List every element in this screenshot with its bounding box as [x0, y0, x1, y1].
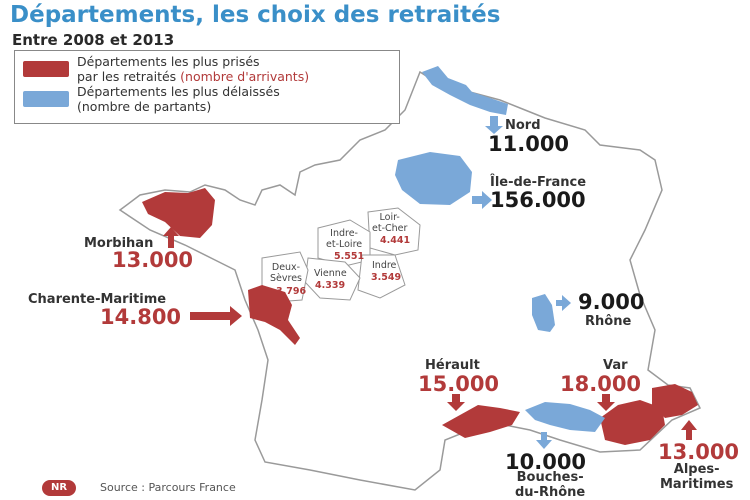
region-ile-de-france	[395, 152, 472, 205]
value-indre-et-loire: 5.551	[334, 251, 365, 262]
label-lc-line2: et-Cher	[372, 223, 408, 234]
arrow-morbihan	[163, 227, 179, 248]
label-vienne: Vienne	[314, 268, 347, 279]
blue-arrows	[472, 116, 571, 449]
legend-arrivals-text: Départements les plus prisés par les ret…	[77, 54, 309, 84]
label-indre-et-loire: Indre- et-Loire	[326, 228, 362, 250]
label-herault: Hérault	[425, 358, 480, 373]
label-bdr-line2: du-Rhône	[515, 485, 586, 500]
label-il-line2: et-Loire	[326, 239, 363, 250]
legend-swatch-departures	[23, 91, 69, 107]
value-alpes-maritimes: 13.000	[658, 440, 740, 464]
source-note: Source : Parcours France	[100, 481, 236, 494]
arrow-nord	[485, 116, 503, 134]
label-am-line2: Maritimes	[660, 477, 734, 492]
label-charente-maritime: Charente-Maritime	[28, 292, 167, 307]
value-loir-et-cher: 4.441	[380, 235, 411, 246]
value-herault: 15.000	[418, 372, 500, 396]
legend-departures-line2: (nombre de partants)	[77, 99, 212, 114]
arrow-bouches-du-rhone	[536, 432, 552, 449]
legend-arrivals-highlight: (nombre d'arrivants)	[180, 69, 310, 84]
label-rhone: Rhône	[585, 314, 632, 329]
france-outline	[118, 70, 702, 491]
label-var: Var	[603, 358, 628, 373]
publisher-logo: NR	[42, 480, 76, 496]
label-am-line1: Alpes-	[673, 462, 720, 477]
label-ds-line1: Deux-	[271, 262, 301, 273]
legend-departures-line1: Départements les plus délaissés	[77, 84, 280, 99]
arrow-var	[597, 394, 615, 411]
arrow-herault	[447, 394, 465, 411]
value-rhone: 9.000	[578, 290, 645, 314]
central-departments	[261, 207, 421, 303]
value-bouches-du-rhone: 10.000	[505, 450, 587, 474]
region-nord	[422, 66, 508, 115]
legend-arrivals-line1: Départements les plus prisés	[77, 54, 260, 69]
arrow-alpes-maritimes	[681, 420, 697, 440]
value-morbihan: 13.000	[112, 248, 194, 272]
departure-departments	[395, 66, 605, 432]
label-loir-et-cher: Loir- et-Cher	[372, 212, 407, 234]
legend: Départements les plus prisés par les ret…	[14, 50, 400, 124]
value-charente-maritime: 14.800	[100, 305, 182, 329]
value-ile-de-france: 156.000	[490, 188, 586, 212]
label-ile-de-france: Île-de-France	[490, 175, 587, 190]
label-ds-line2: Sèvres	[270, 273, 302, 284]
arrow-rhone	[556, 295, 571, 311]
arrow-charente-maritime	[190, 306, 242, 326]
value-nord: 11.000	[488, 132, 570, 156]
red-arrows	[163, 227, 697, 440]
region-rhone	[532, 294, 555, 332]
region-charente-maritime	[248, 285, 300, 345]
arrow-ile-de-france	[472, 191, 492, 209]
region-morbihan	[142, 188, 215, 238]
region-var	[600, 400, 665, 445]
region-herault	[442, 405, 520, 438]
value-indre: 3.549	[371, 272, 402, 283]
label-morbihan: Morbihan	[84, 236, 154, 251]
region-indre	[357, 254, 406, 299]
map-subtitle: Entre 2008 et 2013	[12, 31, 175, 49]
legend-arrivals-line2: par les retraités	[77, 69, 181, 84]
map-title: Départements, les choix des retraités	[10, 2, 501, 28]
label-lc-line1: Loir-	[379, 212, 400, 223]
arrival-departments	[142, 188, 698, 445]
label-indre: Indre	[372, 260, 397, 271]
region-bouches-du-rhone	[525, 402, 605, 432]
label-deux-sevres: Deux- Sèvres	[270, 262, 302, 284]
legend-departures-text: Départements les plus délaissés (nombre …	[77, 84, 280, 114]
label-il-line1: Indre-	[330, 228, 358, 239]
label-bdr-line1: Bouches-	[516, 470, 584, 485]
legend-swatch-arrivals	[23, 61, 69, 77]
value-vienne: 4.339	[315, 280, 346, 291]
label-nord: Nord	[505, 118, 541, 133]
label-bouches-du-rhone: Bouches- du-Rhône	[515, 470, 585, 500]
value-deux-sevres: 3.796	[276, 286, 307, 297]
value-var: 18.000	[560, 372, 642, 396]
region-alpes-maritimes	[652, 384, 698, 418]
label-alpes-maritimes: Alpes- Maritimes	[660, 462, 733, 492]
